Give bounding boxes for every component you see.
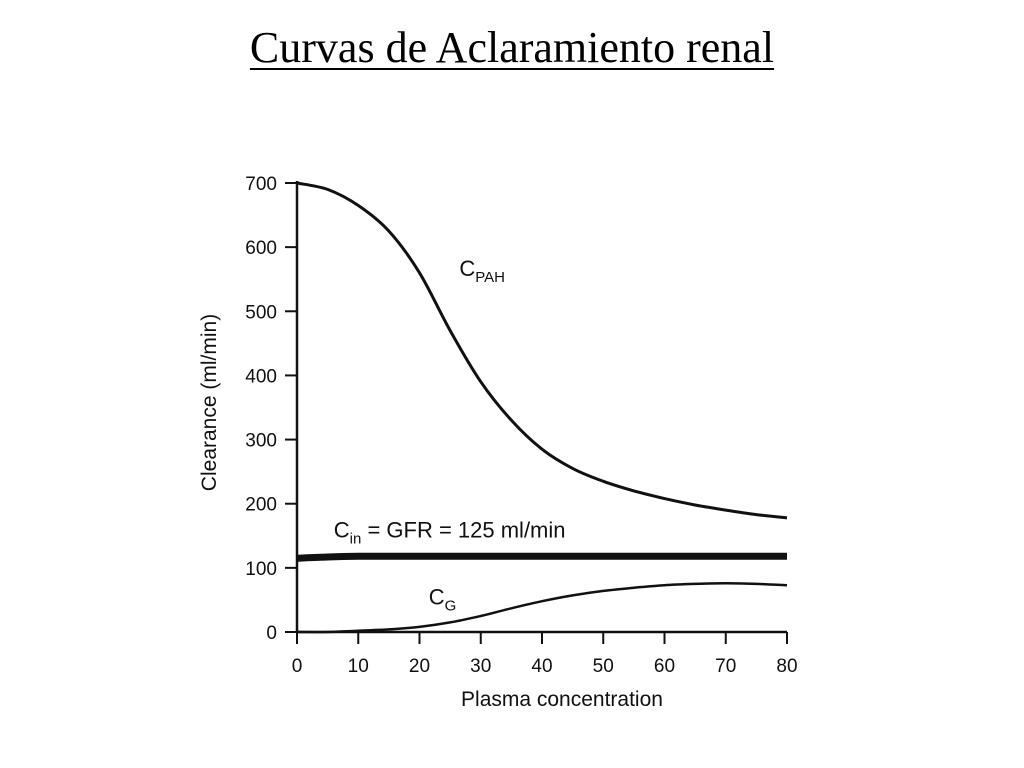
- annotation-cg: CG: [429, 584, 457, 614]
- x-tick-label: 0: [292, 656, 303, 677]
- y-tick-label: 600: [245, 238, 277, 259]
- series-line-cpah: [296, 181, 788, 520]
- series-line-cin: [296, 552, 787, 562]
- y-tick-label: 700: [245, 174, 277, 195]
- y-tick-label: 0: [266, 623, 277, 644]
- x-axis-title: Plasma concentration: [461, 688, 663, 711]
- x-tick-label: 10: [348, 656, 369, 677]
- x-tick-label: 80: [776, 656, 797, 677]
- slide-title: Curvas de Aclaramiento renal: [0, 22, 1024, 73]
- series-line-cg: [296, 582, 788, 634]
- x-tick-label: 60: [654, 656, 675, 677]
- x-tick-label: 20: [409, 656, 430, 677]
- y-tick-label: 200: [245, 495, 277, 516]
- y-tick-label: 400: [245, 366, 277, 387]
- axes: 0 100 200 300 400 500 600 700 0 10 20 30 40 50 60 70 80 P…: [198, 174, 798, 711]
- x-tick-label: 40: [531, 656, 552, 677]
- annotation-layer: CPAH Cin = GFR = 125 ml/min CG: [334, 256, 566, 614]
- annotation-cin: Cin = GFR = 125 ml/min: [334, 518, 566, 548]
- x-tick-label: 70: [715, 656, 736, 677]
- x-tick-label: 30: [470, 656, 491, 677]
- slide-title-text: Curvas de Aclaramiento renal: [249, 23, 775, 72]
- y-tick-label: 300: [245, 431, 277, 452]
- y-axis-title: Clearance (ml/min): [198, 314, 221, 491]
- annotation-cpah: CPAH: [459, 256, 505, 286]
- y-tick-label: 100: [245, 559, 277, 580]
- series-layer: [296, 181, 788, 634]
- x-tick-label: 50: [593, 656, 614, 677]
- y-tick-label: 500: [245, 302, 277, 323]
